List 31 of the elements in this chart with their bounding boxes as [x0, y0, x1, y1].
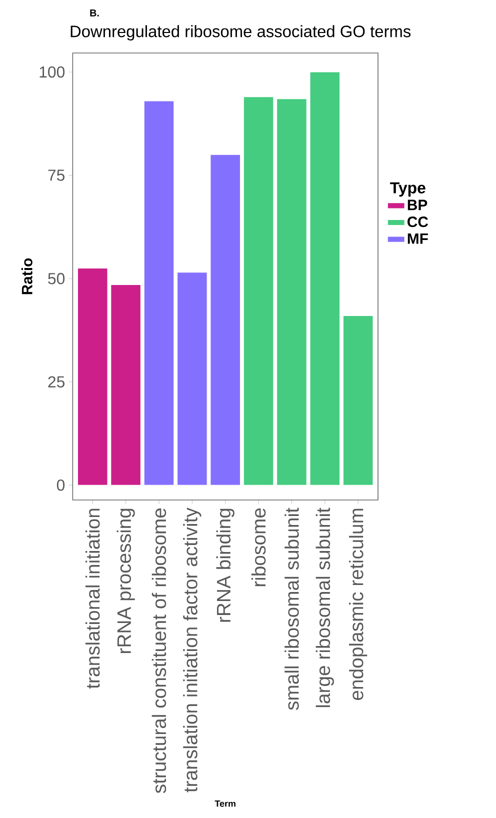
y-tick-label: 75: [48, 170, 64, 181]
bar: [77, 268, 108, 486]
x-tick-label: rRNA processing: [116, 508, 135, 654]
y-tick-label: 50: [48, 272, 65, 284]
bar: [310, 72, 340, 486]
bar: [276, 98, 307, 486]
x-tick-label: large ribosomal subunit: [316, 508, 334, 708]
bar: [210, 154, 241, 486]
text: B.: [90, 10, 99, 16]
legend-title: Type: [390, 182, 426, 197]
bar: [110, 284, 142, 486]
x-tick-label: rRNA binding: [216, 508, 234, 622]
bar: [144, 100, 174, 486]
x-tick-label: structural constituent of ribosome: [152, 508, 166, 794]
x-tick-label: small ribosomal subunit: [284, 508, 299, 710]
chart-title: Downregulated ribosome associated GO terms: [70, 25, 411, 40]
x-tick-label: endoplasmic reticulum: [349, 508, 368, 700]
legend-label: MF: [408, 233, 428, 244]
x-tick-label: translation initiation factor activity: [183, 508, 202, 792]
x-tick-label: translational initiation: [85, 508, 100, 689]
bar: [176, 272, 208, 486]
y-axis-title: Ratio: [21, 258, 32, 294]
legend-label: CC: [408, 216, 428, 228]
bar: [342, 315, 374, 486]
y-tick-label: 100: [40, 66, 65, 78]
x-axis-title: Term: [214, 800, 236, 807]
bar: [243, 96, 274, 486]
x-tick-label: ribosome: [251, 508, 266, 586]
y-tick-label: 0: [56, 479, 65, 491]
legend-label: BP: [408, 200, 428, 210]
y-tick-label: 25: [48, 376, 64, 388]
